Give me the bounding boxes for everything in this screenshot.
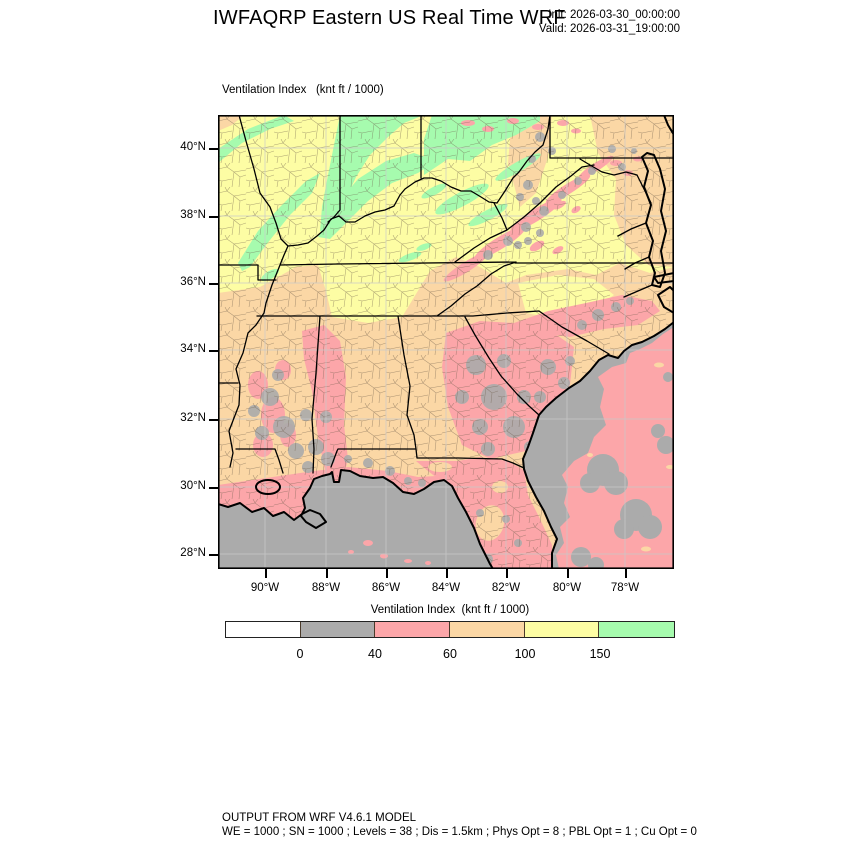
legend-tick-150: 150 — [589, 647, 611, 661]
lon-label-78w: 78°W — [610, 582, 640, 594]
footer-model-line: OUTPUT FROM WRF V4.6.1 MODEL — [222, 812, 417, 824]
legend-seg-60-100 — [450, 622, 525, 637]
legend-tick-100: 100 — [514, 647, 536, 661]
legend-seg-40-60 — [375, 622, 451, 637]
lon-label-80w: 80°W — [552, 582, 582, 594]
legend-seg-0-40 — [300, 622, 376, 637]
pamlico-albemarle-sounds — [653, 272, 674, 314]
legend-title: Ventilation Index (knt ft / 1000) — [370, 604, 530, 616]
lat-tick — [209, 554, 218, 556]
legend-colorbar — [225, 621, 675, 638]
coastline — [218, 321, 674, 569]
delaware-bay — [663, 115, 674, 136]
plot-title: IWFAQRP Eastern US Real Time WRF — [213, 7, 566, 29]
legend-tick-0: 0 — [296, 647, 304, 661]
ocean — [218, 322, 674, 569]
legend-tick-60: 60 — [443, 647, 457, 661]
lat-label-30n: 30°N — [180, 480, 206, 492]
init-time: Init: 2026-03-30_00:00:00 — [548, 9, 680, 21]
chesapeake-bay — [617, 152, 667, 298]
valid-time: Valid: 2026-03-31_19:00:00 — [538, 23, 680, 35]
footer-config-line: WE = 1000 ; SN = 1000 ; Levels = 38 ; Di… — [222, 826, 697, 838]
lon-tick — [326, 569, 328, 578]
lon-tick — [625, 569, 627, 578]
field-label: Ventilation Index (knt ft / 1000) — [222, 84, 384, 96]
lat-tick — [209, 148, 218, 150]
lon-tick — [446, 569, 448, 578]
state-boundaries — [218, 115, 674, 474]
gulf-of-mexico — [218, 470, 493, 569]
lat-tick — [209, 216, 218, 218]
lat-label-32n: 32°N — [180, 412, 206, 424]
lat-tick — [209, 350, 218, 352]
lat-tick — [209, 487, 218, 489]
lon-tick — [506, 569, 508, 578]
lon-tick — [386, 569, 388, 578]
lon-tick — [265, 569, 267, 578]
lat-label-34n: 34°N — [180, 343, 206, 355]
gulf-pink-specks — [348, 540, 431, 565]
lat-tick — [209, 283, 218, 285]
lat-tick — [209, 419, 218, 421]
atlantic-gray-patches — [571, 372, 674, 569]
map-frame — [218, 115, 674, 569]
legend-tick-40: 40 — [368, 647, 382, 661]
legend-seg-100-150 — [524, 622, 600, 637]
lon-label-90w: 90°W — [250, 582, 280, 594]
lon-label-84w: 84°W — [431, 582, 461, 594]
legend-seg-above-150 — [599, 622, 675, 637]
ocean-tan-specks — [587, 362, 674, 552]
lat-label-36n: 36°N — [180, 276, 206, 288]
lat-label-38n: 38°N — [180, 209, 206, 221]
lake-pontchartrain — [255, 479, 281, 495]
map-canvas — [218, 115, 674, 569]
lat-label-28n: 28°N — [180, 547, 206, 559]
lon-label-88w: 88°W — [311, 582, 341, 594]
legend-seg-below-0 — [226, 622, 301, 637]
lat-label-40n: 40°N — [180, 141, 206, 153]
lon-label-86w: 86°W — [371, 582, 401, 594]
lon-tick — [567, 569, 569, 578]
lon-label-82w: 82°W — [491, 582, 521, 594]
